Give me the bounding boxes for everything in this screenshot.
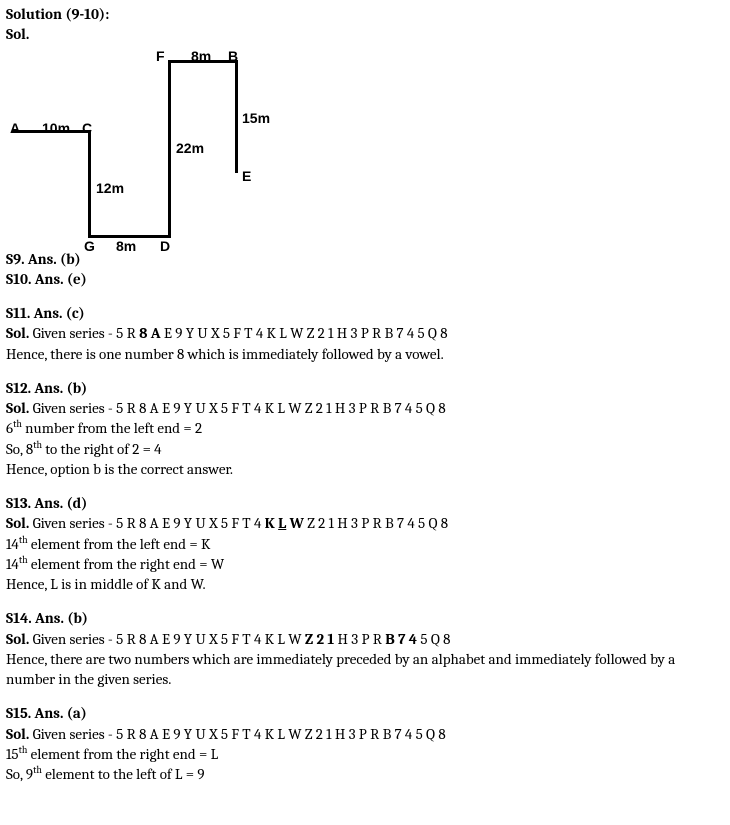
s14-hl2: B 7 4 bbox=[385, 630, 417, 648]
s15-line1: Sol. Given series - 5 R 8 A E 9 Y U X 5 … bbox=[6, 724, 724, 744]
s15-series: Given series - 5 R 8 A E 9 Y U X 5 F T 4… bbox=[29, 725, 445, 743]
seg-be bbox=[235, 60, 238, 173]
lbl-a: A bbox=[10, 119, 20, 138]
s11-line2: Hence, there is one number 8 which is im… bbox=[6, 344, 724, 364]
s15-ans: S15. Ans. (a) bbox=[6, 703, 724, 723]
s13-line1: Sol. Given series - 5 R 8 A E 9 Y U X 5 … bbox=[6, 513, 724, 533]
lbl-b: B bbox=[228, 47, 238, 66]
s12-series: Given series - 5 R 8 A E 9 Y U X 5 F T 4… bbox=[29, 399, 445, 417]
s12-line3: So, 8th to the right of 2 = 4 bbox=[6, 439, 724, 459]
s12-line2: 6th number from the left end = 2 bbox=[6, 418, 724, 438]
s13-l3a: 14 bbox=[6, 555, 19, 573]
s13-sol: Sol. bbox=[6, 514, 29, 532]
s15-sol: Sol. bbox=[6, 725, 29, 743]
s12-sol: Sol. bbox=[6, 399, 29, 417]
lbl-10m: 10m bbox=[42, 119, 70, 138]
s13-line4: Hence, L is in middle of K and W. bbox=[6, 574, 724, 594]
lbl-22m: 22m bbox=[176, 139, 204, 158]
s12-ans: S12. Ans. (b) bbox=[6, 378, 724, 398]
s11-line1: Sol. Given series - 5 R 8 A E 9 Y U X 5 … bbox=[6, 323, 724, 343]
s12-l3sup: th bbox=[33, 439, 42, 451]
s12-l3b: to the right of 2 = 4 bbox=[42, 440, 162, 458]
s15-line2: 15th element from the right end = L bbox=[6, 744, 724, 764]
seg-df bbox=[168, 60, 171, 238]
s13-l3b: element from the right end = W bbox=[28, 555, 225, 573]
lbl-12m: 12m bbox=[96, 179, 124, 198]
s14-line2: Hence, there are two numbers which are i… bbox=[6, 649, 724, 690]
s15-l2a: 15 bbox=[6, 745, 19, 763]
s14-post: 5 Q 8 bbox=[417, 630, 450, 648]
s13-line2: 14th element from the left end = K bbox=[6, 534, 724, 554]
s15-l2b: element from the right end = L bbox=[27, 745, 218, 763]
lbl-8m-bot: 8m bbox=[116, 237, 136, 256]
s14-line1: Sol. Given series - 5 R 8 A E 9 Y U X 5 … bbox=[6, 629, 724, 649]
lbl-g: G bbox=[84, 237, 95, 256]
s11-hl: 8 A bbox=[139, 324, 160, 342]
s13-k: K bbox=[265, 514, 279, 532]
s12-line1: Sol. Given series - 5 R 8 A E 9 Y U X 5 … bbox=[6, 398, 724, 418]
s12-l2sup: th bbox=[13, 418, 22, 430]
s13-pre: Given series - 5 R 8 A E 9 Y U X 5 F T 4 bbox=[29, 514, 264, 532]
s14-sol: Sol. bbox=[6, 630, 29, 648]
s13-l3sup: th bbox=[19, 554, 28, 566]
lbl-d: D bbox=[160, 237, 170, 256]
lbl-15m: 15m bbox=[242, 109, 270, 128]
s15-l3a: So, 9 bbox=[6, 765, 33, 783]
s12-l2b: number from the left end = 2 bbox=[22, 419, 202, 437]
s12-l3a: So, 8 bbox=[6, 440, 33, 458]
s15-l3b: element to the left of L = 9 bbox=[42, 765, 205, 783]
s15-l3sup: th bbox=[33, 764, 42, 776]
s11-pre: Given series - 5 R bbox=[29, 324, 139, 342]
s13-w: W bbox=[286, 514, 304, 532]
sol-label: Sol. bbox=[6, 24, 724, 44]
s13-l2b: element from the left end = K bbox=[28, 535, 211, 553]
s12-line4: Hence, option b is the correct answer. bbox=[6, 459, 724, 479]
s14-hl1: Z 2 1 bbox=[305, 630, 334, 648]
s10-ans: S10. Ans. (e) bbox=[6, 269, 724, 289]
s15-line3: So, 9th element to the left of L = 9 bbox=[6, 764, 724, 784]
lbl-e: E bbox=[242, 167, 251, 186]
s9-ans: S9. Ans. (b) bbox=[6, 249, 724, 269]
seg-cg bbox=[88, 130, 91, 235]
s13-l2sup: th bbox=[19, 534, 28, 546]
lbl-f: F bbox=[156, 47, 165, 66]
s14-ans: S14. Ans. (b) bbox=[6, 608, 724, 628]
s13-line3: 14th element from the right end = W bbox=[6, 554, 724, 574]
s13-post: Z 2 1 H 3 P R B 7 4 5 Q 8 bbox=[304, 514, 448, 532]
s14-mid: H 3 P R bbox=[334, 630, 385, 648]
lbl-c: C bbox=[82, 119, 92, 138]
s12-l2a: 6 bbox=[6, 419, 13, 437]
s13-l2a: 14 bbox=[6, 535, 19, 553]
s13-ans: S13. Ans. (d) bbox=[6, 493, 724, 513]
s11-ans: S11. Ans. (c) bbox=[6, 303, 724, 323]
s11-post: E 9 Y U X 5 F T 4 K L W Z 2 1 H 3 P R B … bbox=[161, 324, 448, 342]
path-diagram: A 10m C F 8m B 15m E 22m 12m G 8m D bbox=[6, 47, 276, 247]
lbl-8m-top: 8m bbox=[191, 47, 211, 66]
solution-header: Solution (9-10): bbox=[6, 4, 724, 24]
s14-pre: Given series - 5 R 8 A E 9 Y U X 5 F T 4… bbox=[29, 630, 305, 648]
s11-sol: Sol. bbox=[6, 324, 29, 342]
